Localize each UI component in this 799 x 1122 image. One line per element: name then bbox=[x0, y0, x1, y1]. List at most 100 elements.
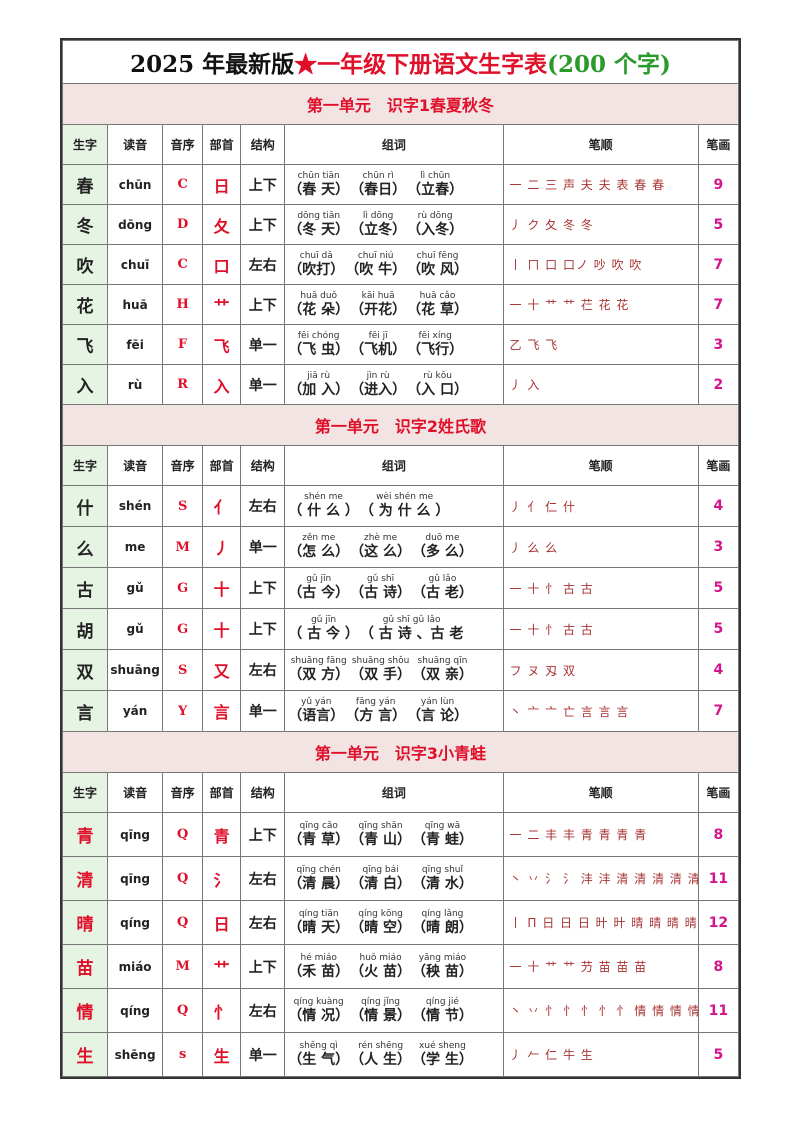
character: 花 bbox=[61, 284, 109, 325]
char-row: 古 gǔ G 十上下 gǔ jīn （古 今） gǔ shī （古 诗） gǔ lǎo （古 老）… bbox=[61, 567, 740, 609]
word-pinyin: qíng jǐng bbox=[361, 996, 401, 1007]
char-row: 花 huā H 艹上下 huā duǒ （花 朵） kāi huā （开花） huā cǎo （花… bbox=[61, 284, 740, 325]
stroke-count: 11 bbox=[697, 988, 740, 1033]
word-pinyin: chūn rì bbox=[362, 170, 394, 181]
section-row: 第一单元 识字2姓氏歌 bbox=[62, 404, 739, 446]
stroke-count: 9 bbox=[697, 164, 740, 205]
character: 生 bbox=[61, 1032, 109, 1077]
word: yāng miáo （秧 苗） bbox=[412, 953, 473, 981]
word: jìn rù （进入） bbox=[350, 371, 406, 399]
word-text: （花 朵） bbox=[288, 301, 350, 318]
word-text: （晴 天） bbox=[288, 919, 350, 936]
word-text: （飞 虫） bbox=[288, 341, 350, 358]
word-text: （古 诗） bbox=[350, 585, 411, 601]
column-header: 笔画 bbox=[697, 445, 740, 486]
stroke-order: 丿 𠂉 仁 牛 生 bbox=[502, 1032, 699, 1077]
character: 情 bbox=[61, 988, 109, 1033]
structure: 上下 bbox=[240, 608, 286, 650]
word-pinyin: chuī dǎ bbox=[299, 250, 333, 261]
char-row: 清 qīng Q 氵左右 qīng chén （清 晨） qīng bái （清 白） qīng… bbox=[61, 856, 740, 901]
word-text: （古 老） bbox=[412, 585, 473, 601]
word: fāng yán （方 言） bbox=[345, 697, 406, 725]
radical: 十 bbox=[202, 567, 242, 609]
word-text: （禾 苗） bbox=[288, 963, 350, 980]
word-text: （青 山） bbox=[350, 831, 411, 848]
radical: 忄 bbox=[202, 988, 242, 1033]
word-pinyin: gǔ jīn bbox=[311, 615, 337, 625]
word-pinyin: kāi huā bbox=[361, 290, 395, 301]
stroke-order: 一 十 艹 艹 芢 花 花 bbox=[502, 284, 699, 325]
initial-letter: F bbox=[162, 324, 204, 365]
initial-letter: S bbox=[162, 485, 204, 527]
structure: 左右 bbox=[240, 900, 286, 945]
pinyin: miáo bbox=[107, 944, 164, 989]
structure: 左右 bbox=[240, 649, 286, 691]
column-header: 音序 bbox=[162, 772, 204, 813]
char-row: 苗 miáo M 艹上下 hé miáo （禾 苗） huǒ miáo （火 苗） yāng m… bbox=[61, 944, 740, 989]
word-text: （春 天） bbox=[288, 181, 350, 198]
character: 冬 bbox=[61, 204, 109, 245]
word: qíng lǎng （晴 朗） bbox=[412, 909, 473, 937]
radical: 飞 bbox=[202, 324, 242, 365]
word-pinyin: qīng bái bbox=[362, 864, 399, 875]
section-row: 第一单元 识字3小青蛙 bbox=[62, 731, 739, 773]
column-header: 结构 bbox=[240, 124, 286, 165]
character: 么 bbox=[61, 526, 109, 568]
title: 2025 年最新版★一年级下册语文生字表(200 个字) bbox=[62, 40, 739, 84]
word: rù dōng （入冬） bbox=[407, 211, 463, 239]
header-row: 生字 读音 音序 部首 结构 组词 笔顺 笔画 bbox=[61, 124, 740, 165]
words: gǔ jīn （古 今） gǔ shī （古 诗） gǔ lǎo （古 老） bbox=[284, 567, 504, 609]
word-text: （生 气） bbox=[288, 1051, 350, 1068]
word-pinyin: lì dōng bbox=[362, 210, 394, 221]
character-table: 2025 年最新版★一年级下册语文生字表(200 个字) 第一单元 识字1春夏秋… bbox=[61, 40, 740, 1077]
word: qīng bái （清 白） bbox=[350, 865, 411, 893]
stroke-count: 5 bbox=[697, 567, 740, 609]
radical: 口 bbox=[202, 244, 242, 285]
column-header: 笔画 bbox=[697, 772, 740, 813]
word-pinyin: fēi jī bbox=[368, 330, 388, 341]
word-text: （ 什 么 ） bbox=[288, 503, 359, 519]
word: fēi chóng （飞 虫） bbox=[288, 331, 349, 359]
word: rén shēng （人 生） bbox=[350, 1041, 411, 1069]
word-text: （入冬） bbox=[407, 221, 464, 238]
stroke-count: 2 bbox=[697, 364, 740, 405]
title-part: ★ bbox=[294, 51, 318, 78]
char-row: 情 qíng Q 忄左右 qíng kuàng （情 况） qíng jǐng （情 景） qí… bbox=[61, 988, 740, 1033]
word: huǒ miáo （火 苗） bbox=[350, 953, 411, 981]
stroke-order: 一 二 三 声 夫 夫 表 春 春 bbox=[502, 164, 699, 205]
stroke-order: 丶 亠 亠 亡 言 言 言 bbox=[502, 690, 699, 732]
stroke-count: 4 bbox=[697, 649, 740, 691]
words: chuī dǎ （吹打） chuī niú （吹 牛） chuī fēng （吹 风） bbox=[284, 244, 504, 285]
word-pinyin: gǔ shī bbox=[366, 574, 395, 584]
structure: 单一 bbox=[240, 324, 286, 365]
radical: 十 bbox=[202, 608, 242, 650]
character: 古 bbox=[61, 567, 109, 609]
structure: 单一 bbox=[240, 526, 286, 568]
word-text: （春日） bbox=[350, 181, 407, 198]
word-pinyin: qīng wā bbox=[424, 820, 461, 831]
word-text: （人 生） bbox=[350, 1051, 411, 1068]
radical: 艹 bbox=[202, 284, 242, 325]
character: 苗 bbox=[61, 944, 109, 989]
stroke-order: 乙 飞 飞 bbox=[502, 324, 699, 365]
pinyin: gǔ bbox=[107, 567, 164, 609]
word: shuāng qīn （双 亲） bbox=[412, 656, 473, 684]
word-text: （开花） bbox=[350, 301, 407, 318]
word-text: （ 古 诗 、古 老 bbox=[359, 626, 464, 642]
word-pinyin: huā cǎo bbox=[419, 290, 456, 301]
word-pinyin: chuī fēng bbox=[416, 250, 459, 261]
word-pinyin: huā duǒ bbox=[300, 290, 338, 301]
word-text: （飞机） bbox=[350, 341, 407, 358]
column-header: 音序 bbox=[162, 445, 204, 486]
initial-letter: C bbox=[162, 164, 204, 205]
header-row: 生字 读音 音序 部首 结构 组词 笔顺 笔画 bbox=[61, 445, 740, 486]
structure: 单一 bbox=[240, 1032, 286, 1077]
word-pinyin: rù kǒu bbox=[423, 370, 452, 381]
word-pinyin: qīng chén bbox=[296, 864, 341, 875]
word: hé miáo （禾 苗） bbox=[288, 953, 349, 981]
word-pinyin: wèi shén me bbox=[376, 492, 434, 502]
title-row: 2025 年最新版★一年级下册语文生字表(200 个字) bbox=[62, 40, 739, 84]
word-text: （冬 天） bbox=[288, 221, 350, 238]
word-pinyin: dōng tiān bbox=[297, 210, 341, 221]
word-text: （青 蛙） bbox=[412, 831, 473, 848]
